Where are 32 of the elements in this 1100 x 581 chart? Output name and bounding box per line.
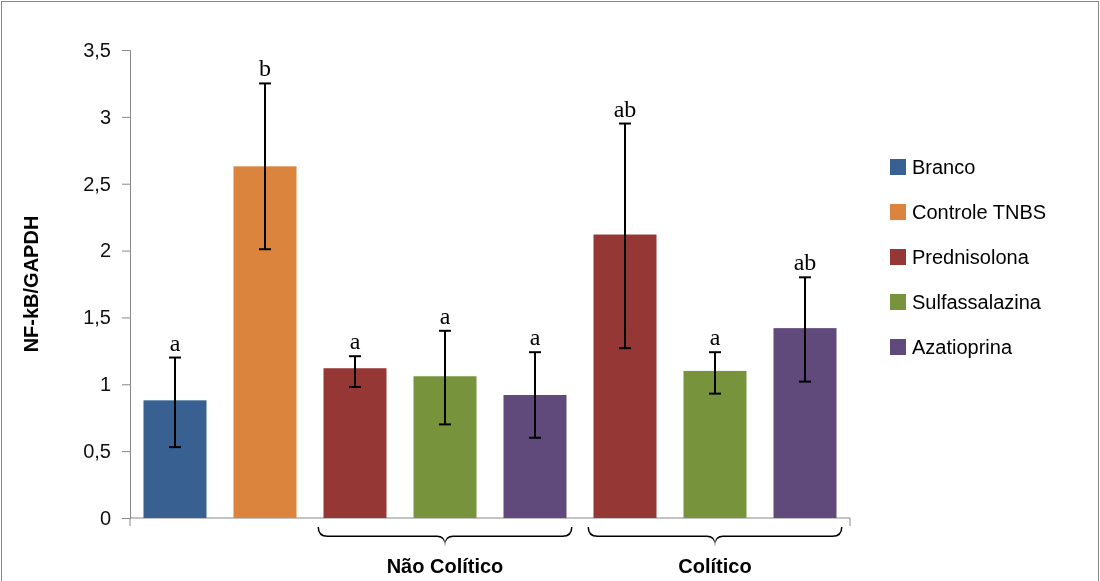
y-tick-label: 3 (99, 105, 111, 128)
bar (773, 328, 837, 518)
legend-label: Controle TNBS (912, 201, 1047, 223)
text: Colítico (678, 555, 752, 577)
annotation: a (709, 324, 721, 351)
bar (323, 368, 387, 518)
annotation: a (529, 324, 541, 351)
annotation: ab (793, 249, 817, 276)
bar (503, 394, 567, 518)
y-tick-label: 3,5 (83, 38, 111, 61)
annotation: b (259, 55, 271, 82)
y-tick-label: 2 (99, 239, 111, 262)
y-tick-label: 0 (99, 506, 111, 529)
y-tick-label: 1,5 (83, 306, 111, 329)
legend-label: Prednisolona (912, 246, 1030, 268)
legend-label: Sulfassalazina (912, 291, 1042, 313)
bar (143, 400, 207, 518)
y-axis-title: NF-kB/GAPDH (20, 215, 42, 353)
text: Não Colítico (386, 555, 504, 577)
annotation: ab (613, 95, 637, 122)
bar (593, 234, 657, 518)
legend-label: Azatioprina (912, 336, 1013, 358)
annotation: a (169, 329, 181, 356)
annotation: a (349, 328, 361, 355)
legend-label: Branco (912, 156, 976, 178)
y-tick-label: 1 (99, 373, 111, 396)
bar (413, 376, 477, 518)
bar (233, 166, 297, 518)
y-tick-label: 2,5 (83, 172, 111, 195)
y-tick-label: 0,5 (83, 440, 111, 463)
annotation: a (439, 302, 451, 329)
bar (683, 370, 747, 518)
